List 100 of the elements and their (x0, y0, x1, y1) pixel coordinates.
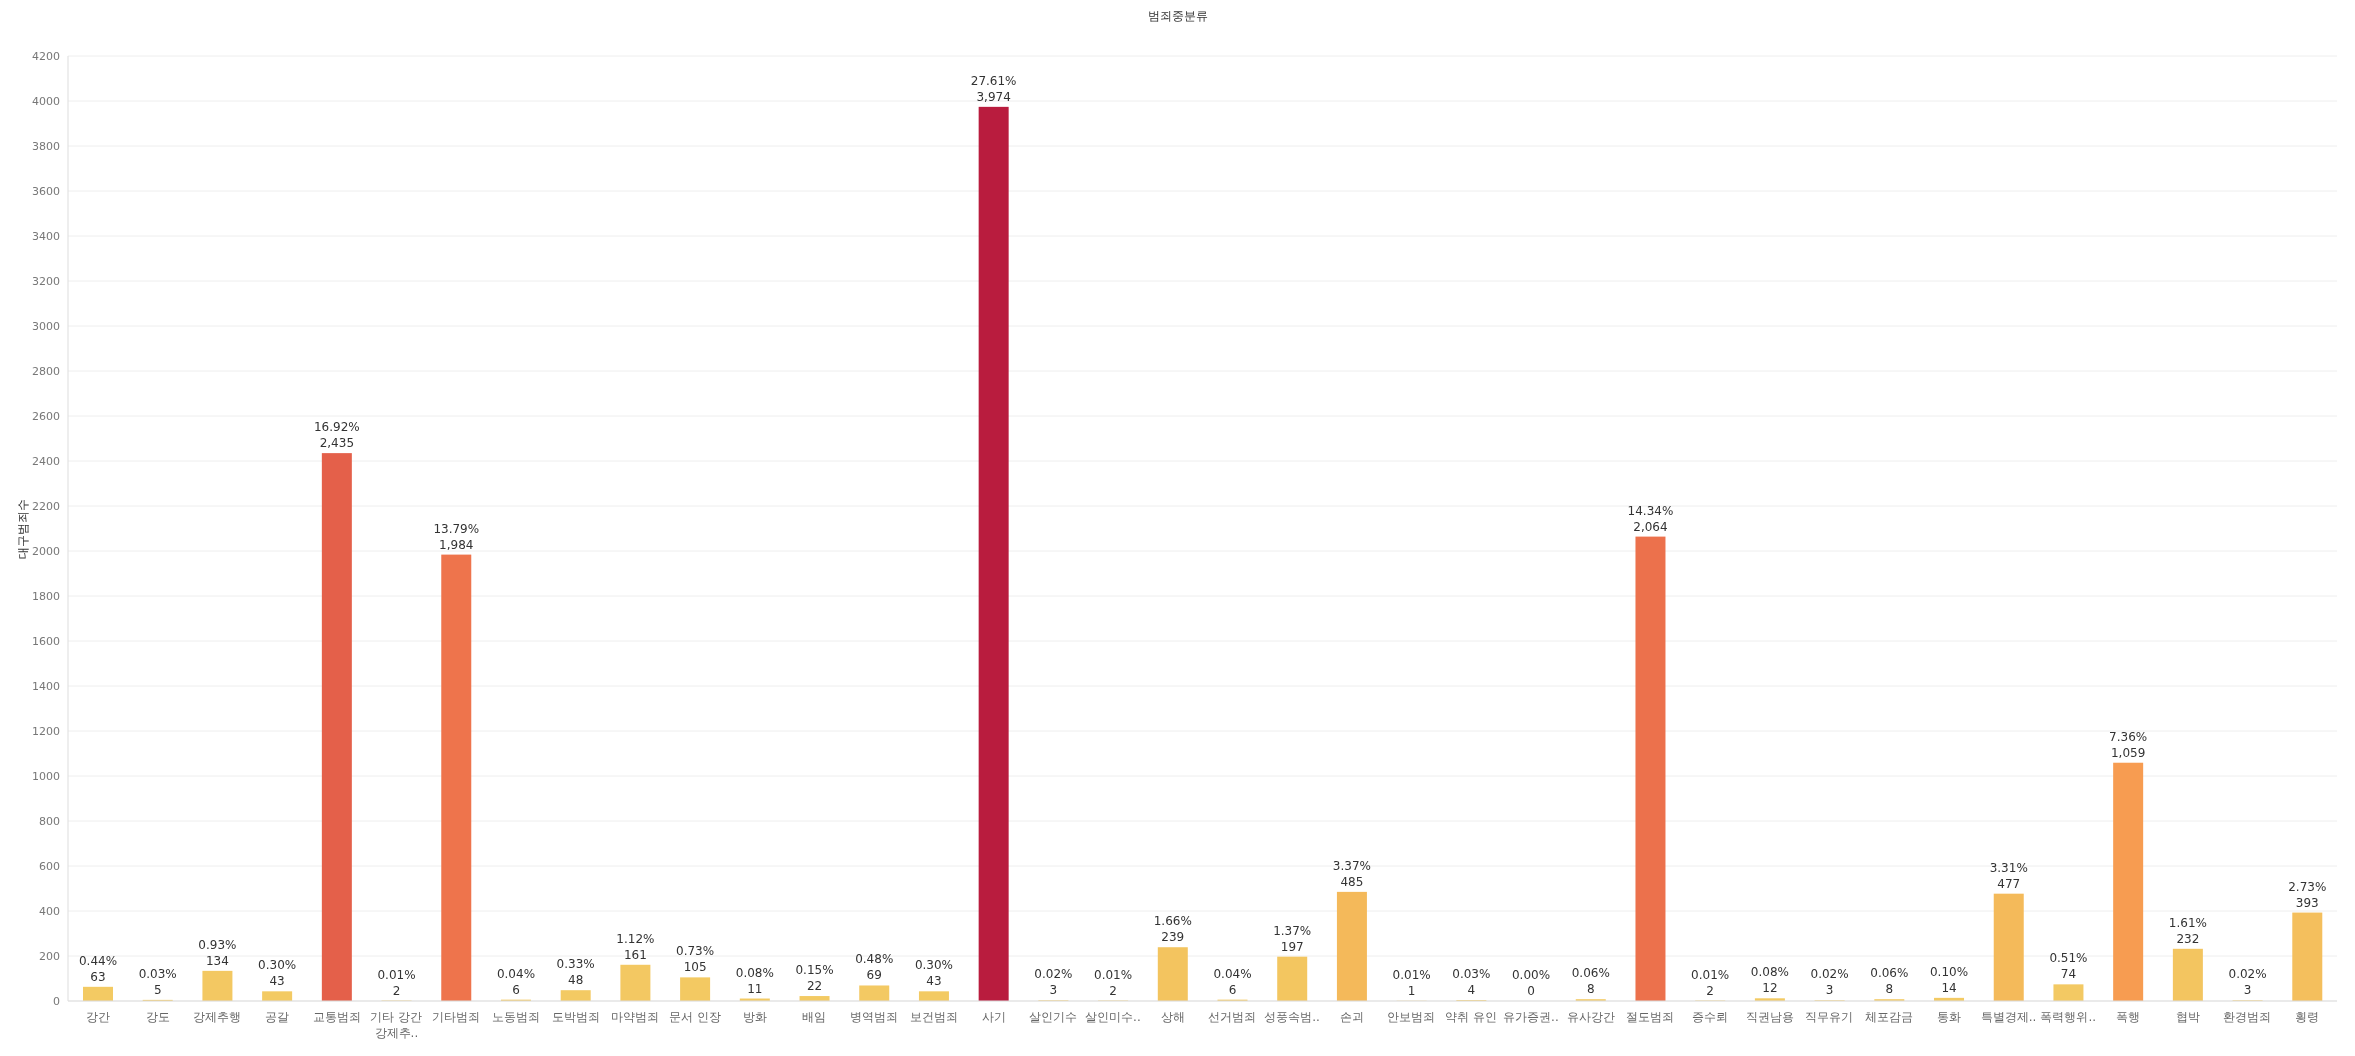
x-tick-label: 기타 강간 강제추.. (370, 1010, 423, 1040)
y-tick-label: 3800 (32, 139, 60, 153)
data-label: 0.04% 6 (496, 966, 536, 997)
data-label: 0.30% 43 (258, 958, 297, 989)
x-tick-label: 통화 (1936, 1010, 1961, 1024)
x-tick-label: 강도 (145, 1010, 170, 1024)
x-tick-label: 체포감금 (1865, 1010, 1914, 1024)
data-label: 0.03% 5 (138, 966, 177, 997)
data-label: 0.15% 22 (795, 963, 834, 994)
x-tick-label: 폭행 (2116, 1010, 2141, 1024)
y-tick-label: 1400 (32, 679, 60, 693)
y-tick-label: 1200 (32, 724, 60, 738)
x-tick-label: 증수뢰 (1692, 1010, 1729, 1024)
x-tick-label: 마약범죄 (611, 1010, 660, 1024)
data-label: 0.02% 3 (1034, 967, 1073, 998)
y-tick-label: 2400 (32, 454, 60, 468)
y-tick-label: 400 (39, 904, 60, 918)
y-tick-label: 2200 (32, 499, 60, 513)
y-tick-label: 1600 (32, 634, 60, 648)
x-tick-label: 강간 (85, 1010, 110, 1024)
data-label: 3.37% 485 (1332, 858, 1371, 889)
x-tick-label: 선거범죄 (1208, 1010, 1257, 1024)
y-tick-label: 200 (39, 949, 60, 963)
y-tick-label: 4000 (32, 94, 60, 108)
data-label: 0.01% 1 (1392, 967, 1431, 998)
data-label: 1.37% 197 (1273, 923, 1312, 954)
x-tick-label: 공갈 (264, 1010, 289, 1024)
y-tick-label: 2000 (32, 544, 60, 558)
data-label: 0.30% 43 (914, 958, 954, 989)
data-label: 0.01% 2 (1094, 967, 1133, 998)
data-label: 0.06% 8 (1571, 966, 1610, 997)
x-tick-label: 방화 (742, 1010, 767, 1024)
y-tick-label: 1800 (32, 589, 60, 603)
data-label: 0.44% 63 (78, 953, 118, 984)
data-label: 2.73% 393 (2288, 879, 2327, 910)
x-tick-label: 유사강간 (1566, 1010, 1615, 1024)
data-label: 0.00% 0 (1511, 968, 1551, 998)
y-tick-label: 600 (39, 859, 60, 873)
data-label: 1.61% 232 (2168, 915, 2207, 946)
x-tick-label: 교통범죄 (312, 1010, 361, 1024)
x-tick-label: 상해 (1160, 1010, 1185, 1024)
data-label: 0.01% 2 (377, 967, 416, 998)
x-tick-label: 노동범죄 (491, 1010, 540, 1024)
x-tick-label: 약취 유인 (1445, 1010, 1498, 1024)
x-tick-label: 성풍속범.. (1264, 1010, 1320, 1024)
y-tick-label: 4200 (32, 49, 60, 63)
data-label: 7.36% 1,059 (2109, 729, 2148, 760)
y-tick-label: 0 (53, 994, 60, 1008)
x-tick-label: 횡령 (2295, 1010, 2320, 1024)
data-label: 13.79% 1,984 (433, 521, 480, 552)
data-label: 0.06% 8 (1870, 966, 1909, 997)
data-label: 0.04% 6 (1213, 966, 1252, 997)
data-label: 0.10% 14 (1929, 964, 1969, 995)
data-label: 0.02% 3 (1810, 967, 1849, 998)
x-tick-label: 강제추행 (193, 1010, 242, 1024)
y-tick-label: 3200 (32, 274, 60, 288)
y-tick-label: 1000 (32, 769, 60, 783)
data-label: 0.03% 4 (1452, 967, 1491, 998)
data-label: 0.51% 74 (2049, 951, 2088, 982)
data-label: 0.08% 12 (1750, 965, 1789, 996)
x-tick-label: 손괴 (1339, 1010, 1364, 1024)
data-label: 0.08% 11 (735, 965, 774, 996)
data-label: 0.01% 2 (1691, 967, 1730, 998)
x-tick-label: 도박범죄 (551, 1010, 600, 1024)
x-tick-label: 유가증권.. (1503, 1010, 1559, 1024)
x-tick-label: 환경범죄 (2223, 1010, 2272, 1024)
x-tick-label: 절도범죄 (1626, 1010, 1675, 1024)
x-tick-label: 안보범죄 (1387, 1010, 1436, 1024)
data-label: 1.66% 239 (1153, 914, 1192, 945)
y-tick-label: 3000 (32, 319, 60, 333)
y-tick-label: 2600 (32, 409, 60, 423)
y-tick-label: 2800 (32, 364, 60, 378)
x-tick-label: 사기 (981, 1010, 1006, 1024)
x-tick-label: 직무유기 (1805, 1010, 1854, 1024)
x-tick-label: 직권남용 (1745, 1010, 1794, 1024)
y-tick-label: 3600 (32, 184, 60, 198)
x-tick-label: 특별경제.. (1980, 1010, 2037, 1024)
x-tick-label: 배임 (802, 1010, 827, 1024)
data-label: 1.12% 161 (616, 931, 655, 962)
data-label: 0.02% 3 (2228, 967, 2267, 998)
y-tick-label: 3400 (32, 229, 60, 243)
data-label: 16.92% 2,435 (313, 420, 360, 451)
data-label: 0.73% 105 (676, 944, 715, 975)
data-label: 3.31% 477 (1989, 860, 2028, 891)
data-label: 0.93% 134 (198, 937, 237, 968)
data-label: 0.33% 48 (556, 957, 595, 988)
x-tick-label: 살인미수.. (1085, 1010, 1141, 1024)
y-axis-title: 대구범죄수 (16, 498, 31, 559)
y-tick-label: 800 (39, 814, 60, 828)
data-label: 0.48% 69 (855, 952, 894, 983)
x-tick-label: 살인기수 (1029, 1010, 1078, 1024)
x-tick-label: 문서 인장 (669, 1010, 721, 1024)
x-tick-label: 협박 (2175, 1010, 2200, 1024)
x-tick-label: 병역범죄 (850, 1010, 899, 1024)
chart-title: 범죄중분류 (1146, 8, 1209, 25)
data-label: 27.61% 3,974 (970, 73, 1017, 104)
x-tick-label: 기타범죄 (432, 1010, 481, 1024)
data-label: 14.34% 2,064 (1627, 503, 1674, 534)
x-tick-label: 폭력행위.. (2040, 1010, 2097, 1024)
x-tick-label: 보건범죄 (909, 1010, 958, 1024)
